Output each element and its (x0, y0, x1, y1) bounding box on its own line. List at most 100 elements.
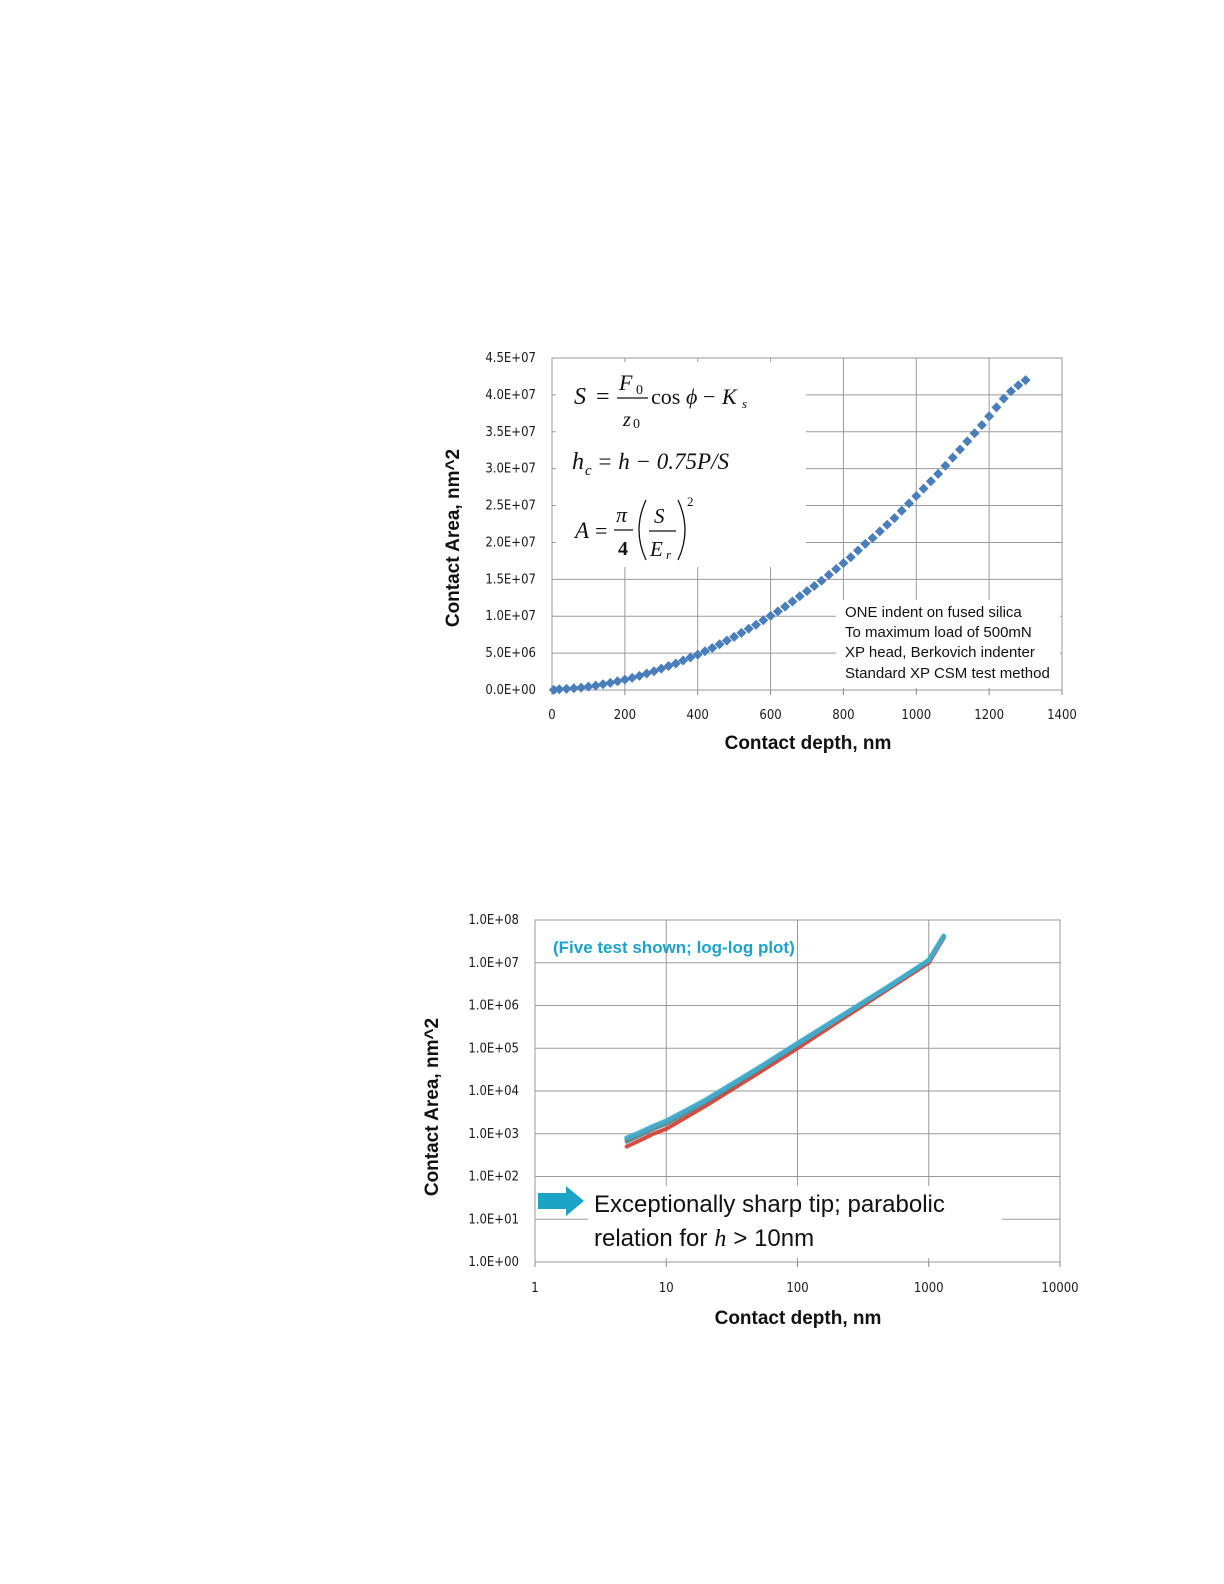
data-point (991, 402, 1002, 413)
x-tick-labels: 0 200 400 600 800 1000 1200 1400 (548, 708, 1077, 723)
y-tick-label: 2.0E+07 (485, 535, 536, 550)
data-point (794, 591, 805, 602)
annotation-box (588, 1186, 1002, 1258)
data-point (816, 575, 827, 586)
data-point (838, 558, 849, 569)
y-tick-label: 1.0E+04 (468, 1084, 519, 1099)
equation-area: A = π 4 S E r 2 (573, 494, 694, 562)
y-tick-label: 5.0E+06 (485, 646, 536, 661)
right-paren (677, 499, 686, 561)
data-point (918, 483, 929, 494)
series-line (624, 933, 947, 1141)
data-point (692, 649, 703, 660)
x-tick-label: 1 (531, 1281, 538, 1296)
note-line-3: XP head, Berkovich indenter (845, 644, 1035, 661)
eq3-e-sub: r (666, 547, 672, 562)
equation-stiffness: S = F 0 z 0 cos ϕ − K s (574, 370, 747, 432)
x-axis-title: Contact depth, nm (715, 1308, 882, 1329)
indent-notes: ONE indent on fused silica To maximum lo… (845, 604, 1050, 682)
equation-box (556, 362, 806, 567)
note-line-1: ONE indent on fused silica (845, 604, 1022, 621)
data-point (721, 635, 732, 646)
data-point (831, 564, 842, 575)
y-tick-label: 1.5E+07 (485, 572, 536, 587)
data-point (874, 526, 885, 537)
eq1-lhs: S (574, 384, 586, 410)
data-point (823, 569, 834, 580)
y-axis-title: Contact Area, nm^2 (443, 449, 464, 627)
eq1-numerator-sub: 0 (636, 383, 643, 398)
x-tick-label: 100 (786, 1281, 808, 1296)
data-point (605, 677, 616, 688)
data-point (758, 615, 769, 626)
eq3-four: 4 (618, 538, 628, 560)
annotation-variable: h (714, 1226, 726, 1252)
data-point (576, 682, 587, 693)
data-point (561, 683, 572, 694)
y-tick-label: 3.0E+07 (485, 462, 536, 477)
data-point (751, 619, 761, 630)
data-point (1020, 375, 1031, 386)
y-tick-label: 4.0E+07 (485, 388, 536, 403)
x-tick-label: 0 (548, 708, 555, 723)
data-point (1013, 380, 1024, 391)
data-point (590, 680, 601, 691)
y-tick-label: 0.0E+00 (485, 683, 536, 698)
chart-log-log: 1.0E+00 1.0E+01 1.0E+02 1.0E+03 1.0E+04 1.0E+… (422, 913, 1079, 1329)
data-point (962, 436, 973, 447)
data-point (554, 684, 565, 695)
note-line-2: To maximum load of 500mN (845, 624, 1032, 641)
y-tick-label: 1.0E+01 (468, 1212, 519, 1227)
data-point (685, 652, 696, 663)
eq3-pi: π (616, 502, 628, 527)
x-tick-labels: 1 10 100 1000 10000 (531, 1281, 1078, 1296)
data-point (984, 411, 995, 422)
eq1-denominator-sub: 0 (633, 417, 640, 432)
eq3-lhs: A (573, 518, 590, 543)
data-point (598, 679, 608, 690)
data-point (845, 552, 856, 563)
eq2-h: h (572, 449, 584, 475)
data-point (976, 420, 987, 431)
data-point (911, 490, 922, 501)
x-tick-label: 1200 (974, 708, 1004, 723)
note-box (836, 600, 1060, 688)
data-point (729, 631, 740, 642)
data-point (568, 683, 579, 694)
data-point (933, 468, 944, 479)
note-line-4: Standard XP CSM test method (845, 665, 1050, 682)
y-axis-title: Contact Area, nm^2 (422, 1018, 443, 1196)
x-axis-title: Contact depth, nm (725, 733, 892, 754)
data-points (548, 375, 1031, 695)
data-point (969, 428, 980, 439)
y-tick-label: 4.5E+07 (485, 351, 536, 366)
eq3-s: S (654, 504, 665, 528)
data-point (772, 606, 783, 617)
y-tick-label: 1.0E+07 (468, 956, 519, 971)
y-tick-label: 3.5E+07 (485, 425, 536, 440)
data-point (925, 476, 936, 487)
data-point (882, 519, 893, 530)
data-point (627, 672, 638, 683)
data-point (896, 505, 907, 516)
data-point (860, 538, 871, 549)
x-tick-label: 200 (614, 708, 636, 723)
eq1-minus: − (703, 384, 715, 409)
x-tick-label: 400 (687, 708, 709, 723)
eq1-denominator: z (622, 409, 631, 431)
x-tick-label: 1000 (901, 708, 931, 723)
eq1-k: K (721, 384, 738, 409)
data-point (940, 460, 951, 471)
y-tick-label: 1.0E+08 (468, 913, 519, 928)
x-tick-label: 800 (832, 708, 854, 723)
data-point (714, 639, 725, 650)
data-series (624, 933, 947, 1149)
data-point (780, 601, 791, 612)
eq1-cos: cos (651, 384, 680, 409)
x-tick-label: 600 (759, 708, 781, 723)
eq3-e: E (649, 537, 663, 561)
x-tick-label: 1000 (914, 1281, 944, 1296)
eq1-k-sub: s (742, 396, 747, 411)
data-point (612, 676, 623, 687)
eq1-equals: = (596, 384, 610, 410)
